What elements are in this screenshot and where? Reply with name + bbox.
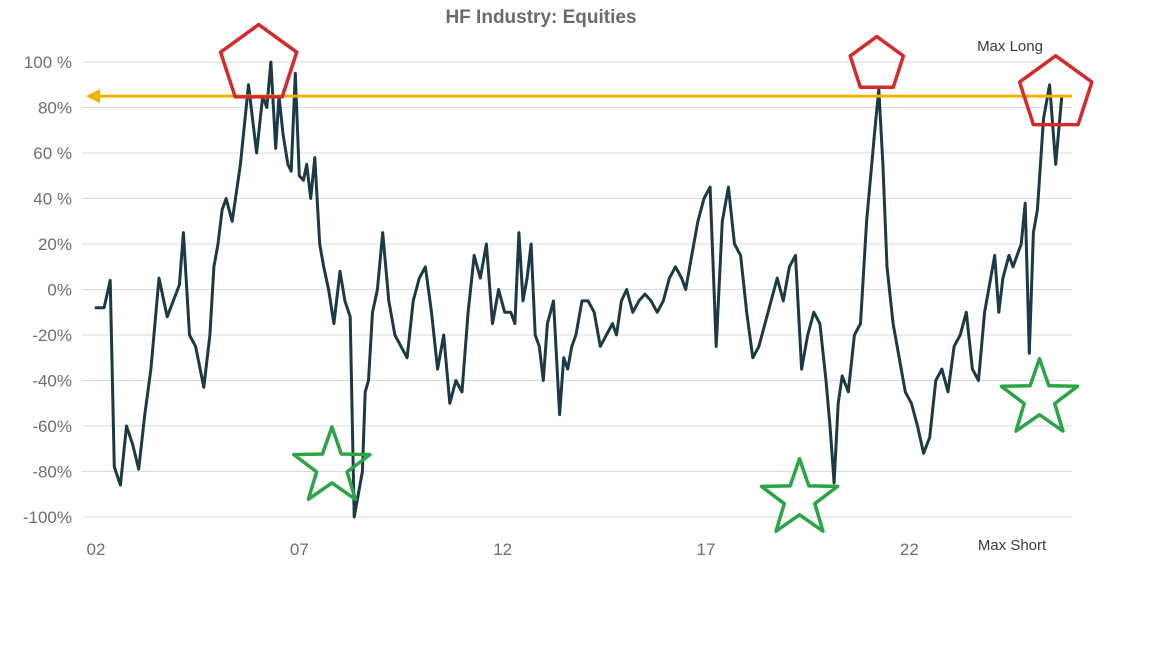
x-tick-label: 12 xyxy=(493,540,512,559)
y-axis: 100 % 80% 60 % 40 % 20% 0% -20% -40% -60% -80% -10… xyxy=(23,53,72,527)
pentagon-icon xyxy=(218,22,299,99)
y-tick-label: -80% xyxy=(32,463,72,482)
y-tick-label: 60 % xyxy=(33,144,72,163)
reference-arrow-icon xyxy=(86,89,100,104)
series-line xyxy=(94,60,1064,519)
y-tick-label: -40% xyxy=(32,372,72,391)
x-tick-label: 17 xyxy=(697,540,716,559)
y-tick-label: 40 % xyxy=(33,190,72,209)
pentagon-icon xyxy=(848,34,906,89)
max-short-label: Max Short xyxy=(978,537,1047,554)
pentagon-icon xyxy=(1017,54,1094,127)
y-tick-label: -60% xyxy=(32,417,72,436)
y-tick-label: -20% xyxy=(32,326,72,345)
star-icon xyxy=(999,356,1080,433)
highlight-shapes xyxy=(218,22,1094,533)
star-icon xyxy=(759,457,840,533)
star-icon xyxy=(292,425,372,502)
chart-title: HF Industry: Equities xyxy=(445,7,636,28)
x-tick-label: 07 xyxy=(290,540,309,559)
x-axis: 02 07 12 17 22 xyxy=(87,540,919,559)
x-tick-label: 22 xyxy=(900,540,919,559)
y-tick-label: 100 % xyxy=(24,53,72,72)
max-long-label: Max Long xyxy=(977,38,1043,55)
y-tick-label: 20% xyxy=(38,235,72,254)
series-layer xyxy=(94,60,1064,519)
y-tick-label: 80% xyxy=(38,99,72,118)
x-tick-label: 02 xyxy=(87,540,106,559)
y-tick-label: 0% xyxy=(47,281,72,300)
y-tick-label: -100% xyxy=(23,508,72,527)
